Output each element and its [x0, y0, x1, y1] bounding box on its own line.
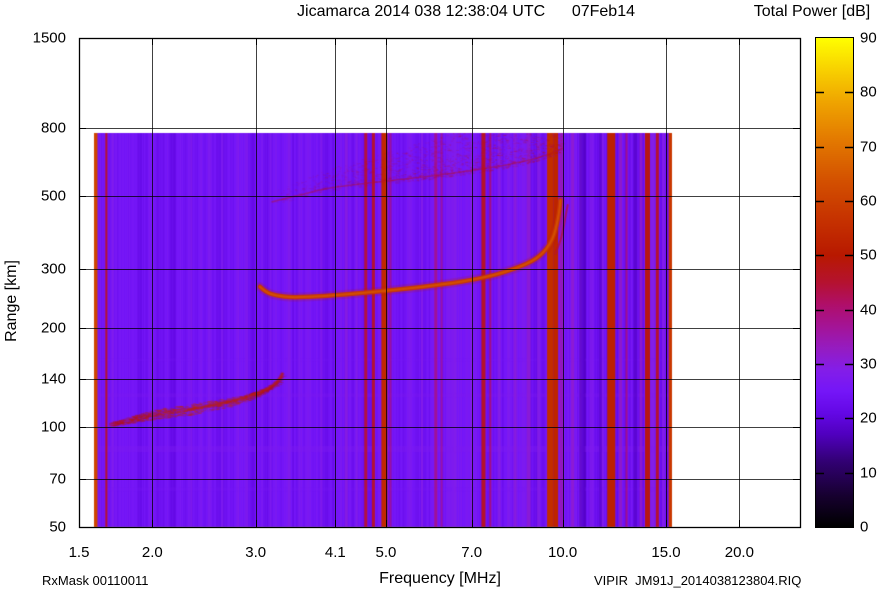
x-tick-label: 2.0: [141, 544, 163, 561]
y-tick-label: 200: [40, 319, 66, 337]
y-tick-label: 800: [40, 119, 66, 137]
plot-frame: [78, 37, 802, 529]
colorbar-tick-label: 60: [860, 192, 877, 210]
colorbar-tick-label: 90: [860, 29, 877, 47]
colorbar-tick-label: 10: [860, 464, 877, 482]
x-tick-label: 4.1: [324, 544, 346, 561]
x-tick-label: 3.0: [245, 544, 267, 561]
colorbar: [815, 37, 854, 528]
colorbar-tick-label: 40: [860, 301, 877, 319]
x-tick-label: 15.0: [651, 544, 681, 561]
x-tick-label: 5.0: [375, 544, 397, 561]
y-tick-label: 500: [40, 187, 66, 205]
x-axis-label: Frequency [MHz]: [379, 570, 501, 587]
y-tick-label: 300: [40, 260, 66, 278]
rxmask-label: RxMask 00110011: [42, 573, 149, 588]
y-tick-label: 70: [49, 470, 66, 488]
x-tick-label: 10.0: [548, 544, 578, 561]
colorbar-tick-label: 30: [860, 355, 877, 373]
colorbar-tick-label: 50: [860, 246, 877, 264]
x-tick-label: 20.0: [724, 544, 754, 561]
x-tick-label: 1.5: [68, 544, 90, 561]
y-tick-label: 140: [40, 370, 66, 388]
file-label: VIPIR JM91J_2014038123804.RIQ: [594, 573, 802, 588]
y-tick-label: 1500: [32, 29, 66, 47]
colorbar-tick-label: 0: [860, 518, 869, 536]
y-tick-label: 100: [40, 418, 66, 436]
colorbar-tick-label: 80: [860, 83, 877, 101]
colorbar-tick-label: 70: [860, 138, 877, 156]
colorbar-tick-label: 20: [860, 409, 877, 427]
y-tick-label: 50: [49, 518, 66, 536]
x-tick-label: 7.0: [461, 544, 483, 561]
